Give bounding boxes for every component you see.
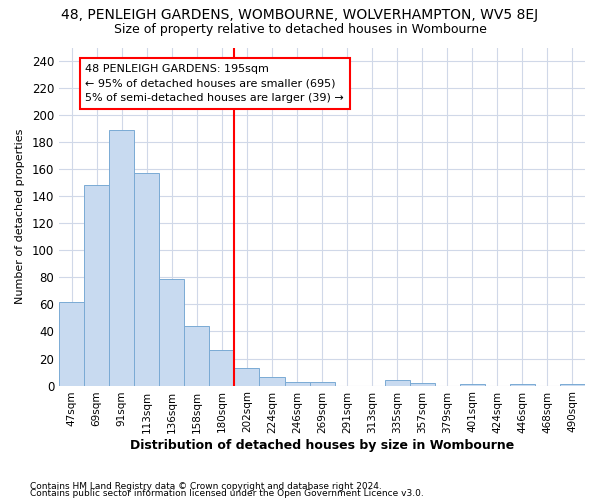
Bar [385,380,410,386]
Bar [510,384,535,386]
Bar [235,368,259,386]
Bar [284,382,310,386]
Text: 48, PENLEIGH GARDENS, WOMBOURNE, WOLVERHAMPTON, WV5 8EJ: 48, PENLEIGH GARDENS, WOMBOURNE, WOLVERH… [61,8,539,22]
Bar [59,302,84,386]
Text: 48 PENLEIGH GARDENS: 195sqm
← 95% of detached houses are smaller (695)
5% of sem: 48 PENLEIGH GARDENS: 195sqm ← 95% of det… [85,64,344,104]
Text: Contains public sector information licensed under the Open Government Licence v3: Contains public sector information licen… [30,490,424,498]
Bar [310,382,335,386]
Bar [84,186,109,386]
Bar [460,384,485,386]
Bar [410,383,435,386]
Bar [259,378,284,386]
Bar [209,350,235,386]
Text: Size of property relative to detached houses in Wombourne: Size of property relative to detached ho… [113,22,487,36]
Bar [109,130,134,386]
X-axis label: Distribution of detached houses by size in Wombourne: Distribution of detached houses by size … [130,440,514,452]
Bar [560,384,585,386]
Bar [184,326,209,386]
Text: Contains HM Land Registry data © Crown copyright and database right 2024.: Contains HM Land Registry data © Crown c… [30,482,382,491]
Y-axis label: Number of detached properties: Number of detached properties [15,129,25,304]
Bar [134,174,160,386]
Bar [160,278,184,386]
